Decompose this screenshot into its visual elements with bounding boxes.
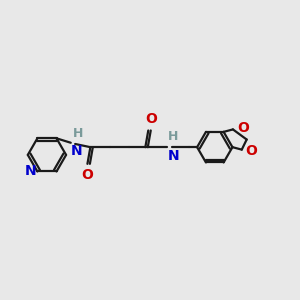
Text: O: O xyxy=(237,121,249,135)
Text: H: H xyxy=(73,127,83,140)
Text: O: O xyxy=(145,112,157,126)
Text: H: H xyxy=(167,130,178,143)
Text: N: N xyxy=(167,149,179,163)
Text: N: N xyxy=(71,144,83,158)
Text: O: O xyxy=(81,168,93,182)
Text: N: N xyxy=(25,164,36,178)
Text: O: O xyxy=(246,144,258,158)
